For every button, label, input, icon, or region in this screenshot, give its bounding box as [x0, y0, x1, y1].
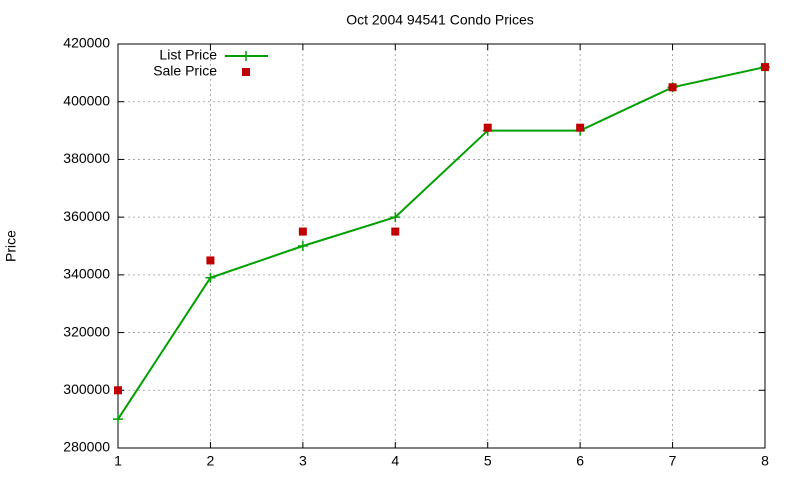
y-tick-label: 300000: [63, 381, 110, 397]
y-tick-label: 380000: [63, 150, 110, 166]
y-axis-label: Price: [3, 230, 19, 262]
point: [668, 83, 677, 92]
y-tick-label: 320000: [63, 323, 110, 339]
point: [114, 386, 122, 395]
legend-marker: [241, 51, 251, 61]
series-line: [117, 66, 766, 420]
legend-label: List Price: [159, 47, 217, 63]
x-tick-label: 4: [391, 453, 399, 469]
point: [576, 123, 585, 132]
y-tick-label: 420000: [63, 35, 110, 51]
point: [761, 63, 769, 72]
y-tick-label: 340000: [63, 266, 110, 282]
x-tick-label: 2: [207, 453, 215, 469]
plot-frame: [117, 43, 766, 449]
y-tick-label: 400000: [63, 92, 110, 108]
point: [391, 227, 400, 236]
legend-label: Sale Price: [153, 63, 217, 79]
x-tick-label: 8: [761, 453, 769, 469]
x-tick-label: 3: [299, 453, 307, 469]
x-tick-label: 1: [114, 453, 122, 469]
y-tick-label: 280000: [63, 439, 110, 455]
chart-title: Oct 2004 94541 Condo Prices: [346, 12, 534, 28]
point: [390, 212, 401, 223]
x-tick-label: 7: [669, 453, 677, 469]
point: [113, 414, 123, 425]
point: [206, 256, 215, 265]
legend-marker: [242, 68, 250, 76]
point: [298, 227, 307, 236]
point: [205, 272, 216, 283]
point: [297, 241, 308, 251]
point: [483, 123, 492, 132]
x-tick-label: 6: [576, 453, 584, 469]
x-tick-label: 5: [484, 453, 492, 469]
y-tick-label: 360000: [63, 208, 110, 224]
